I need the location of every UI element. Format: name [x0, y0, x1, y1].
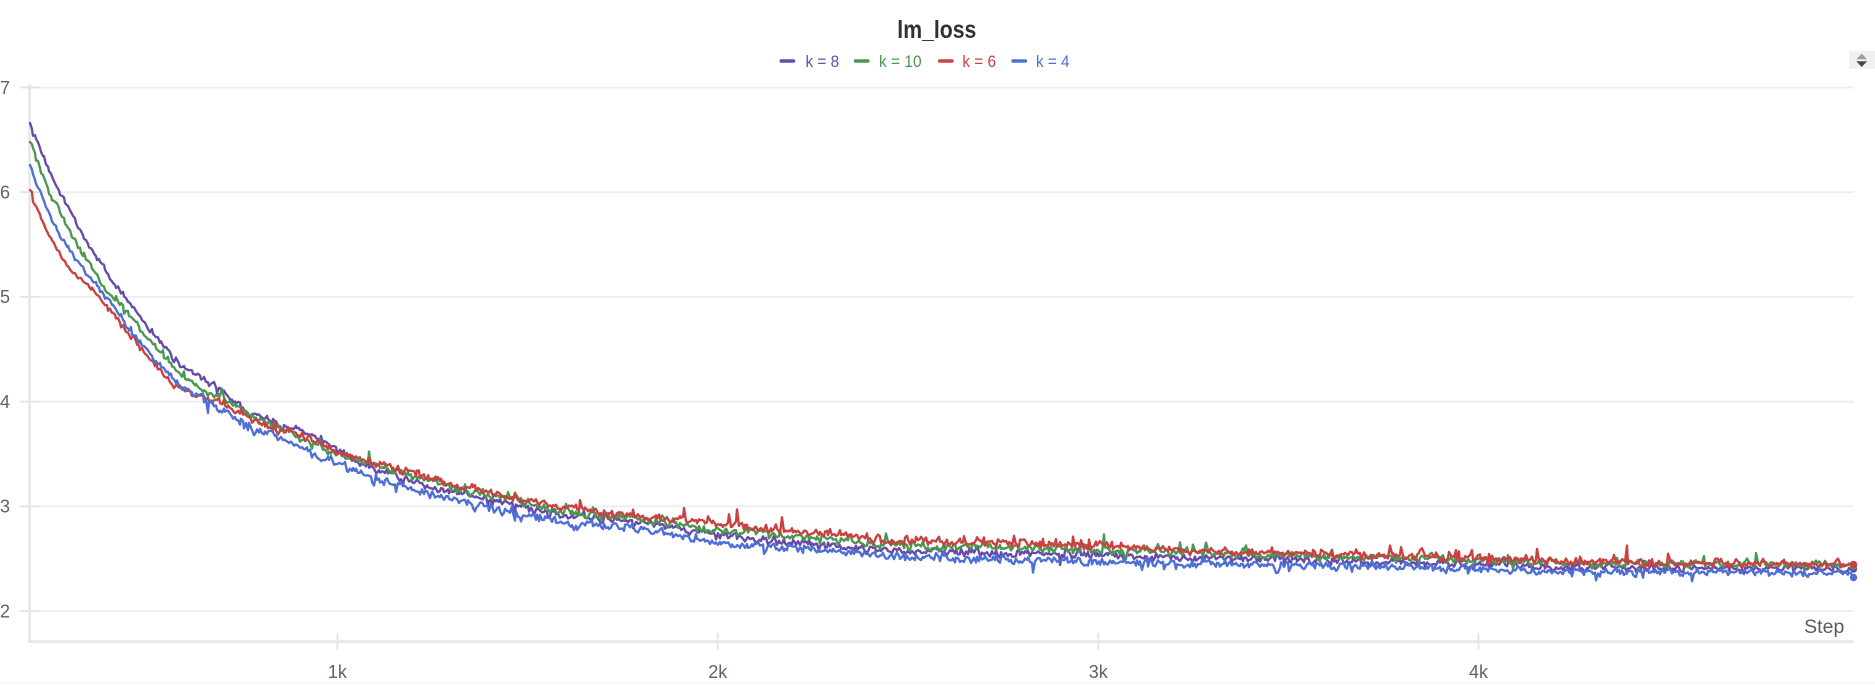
svg-text:3: 3 — [0, 497, 10, 517]
svg-text:1k: 1k — [328, 662, 348, 682]
svg-text:6: 6 — [0, 183, 10, 203]
svg-text:5: 5 — [0, 287, 10, 307]
svg-text:lm_loss: lm_loss — [897, 16, 976, 44]
svg-text:4k: 4k — [1469, 662, 1489, 682]
svg-text:k = 10: k = 10 — [879, 52, 922, 71]
svg-text:7: 7 — [0, 78, 10, 98]
svg-text:2: 2 — [0, 601, 10, 621]
svg-text:4: 4 — [0, 392, 10, 412]
svg-text:k = 8: k = 8 — [806, 52, 840, 71]
svg-text:k = 6: k = 6 — [962, 52, 996, 71]
svg-text:3k: 3k — [1089, 662, 1109, 682]
svg-text:k = 4: k = 4 — [1036, 52, 1070, 71]
svg-text:Step: Step — [1804, 616, 1844, 638]
svg-text:2k: 2k — [708, 662, 728, 682]
